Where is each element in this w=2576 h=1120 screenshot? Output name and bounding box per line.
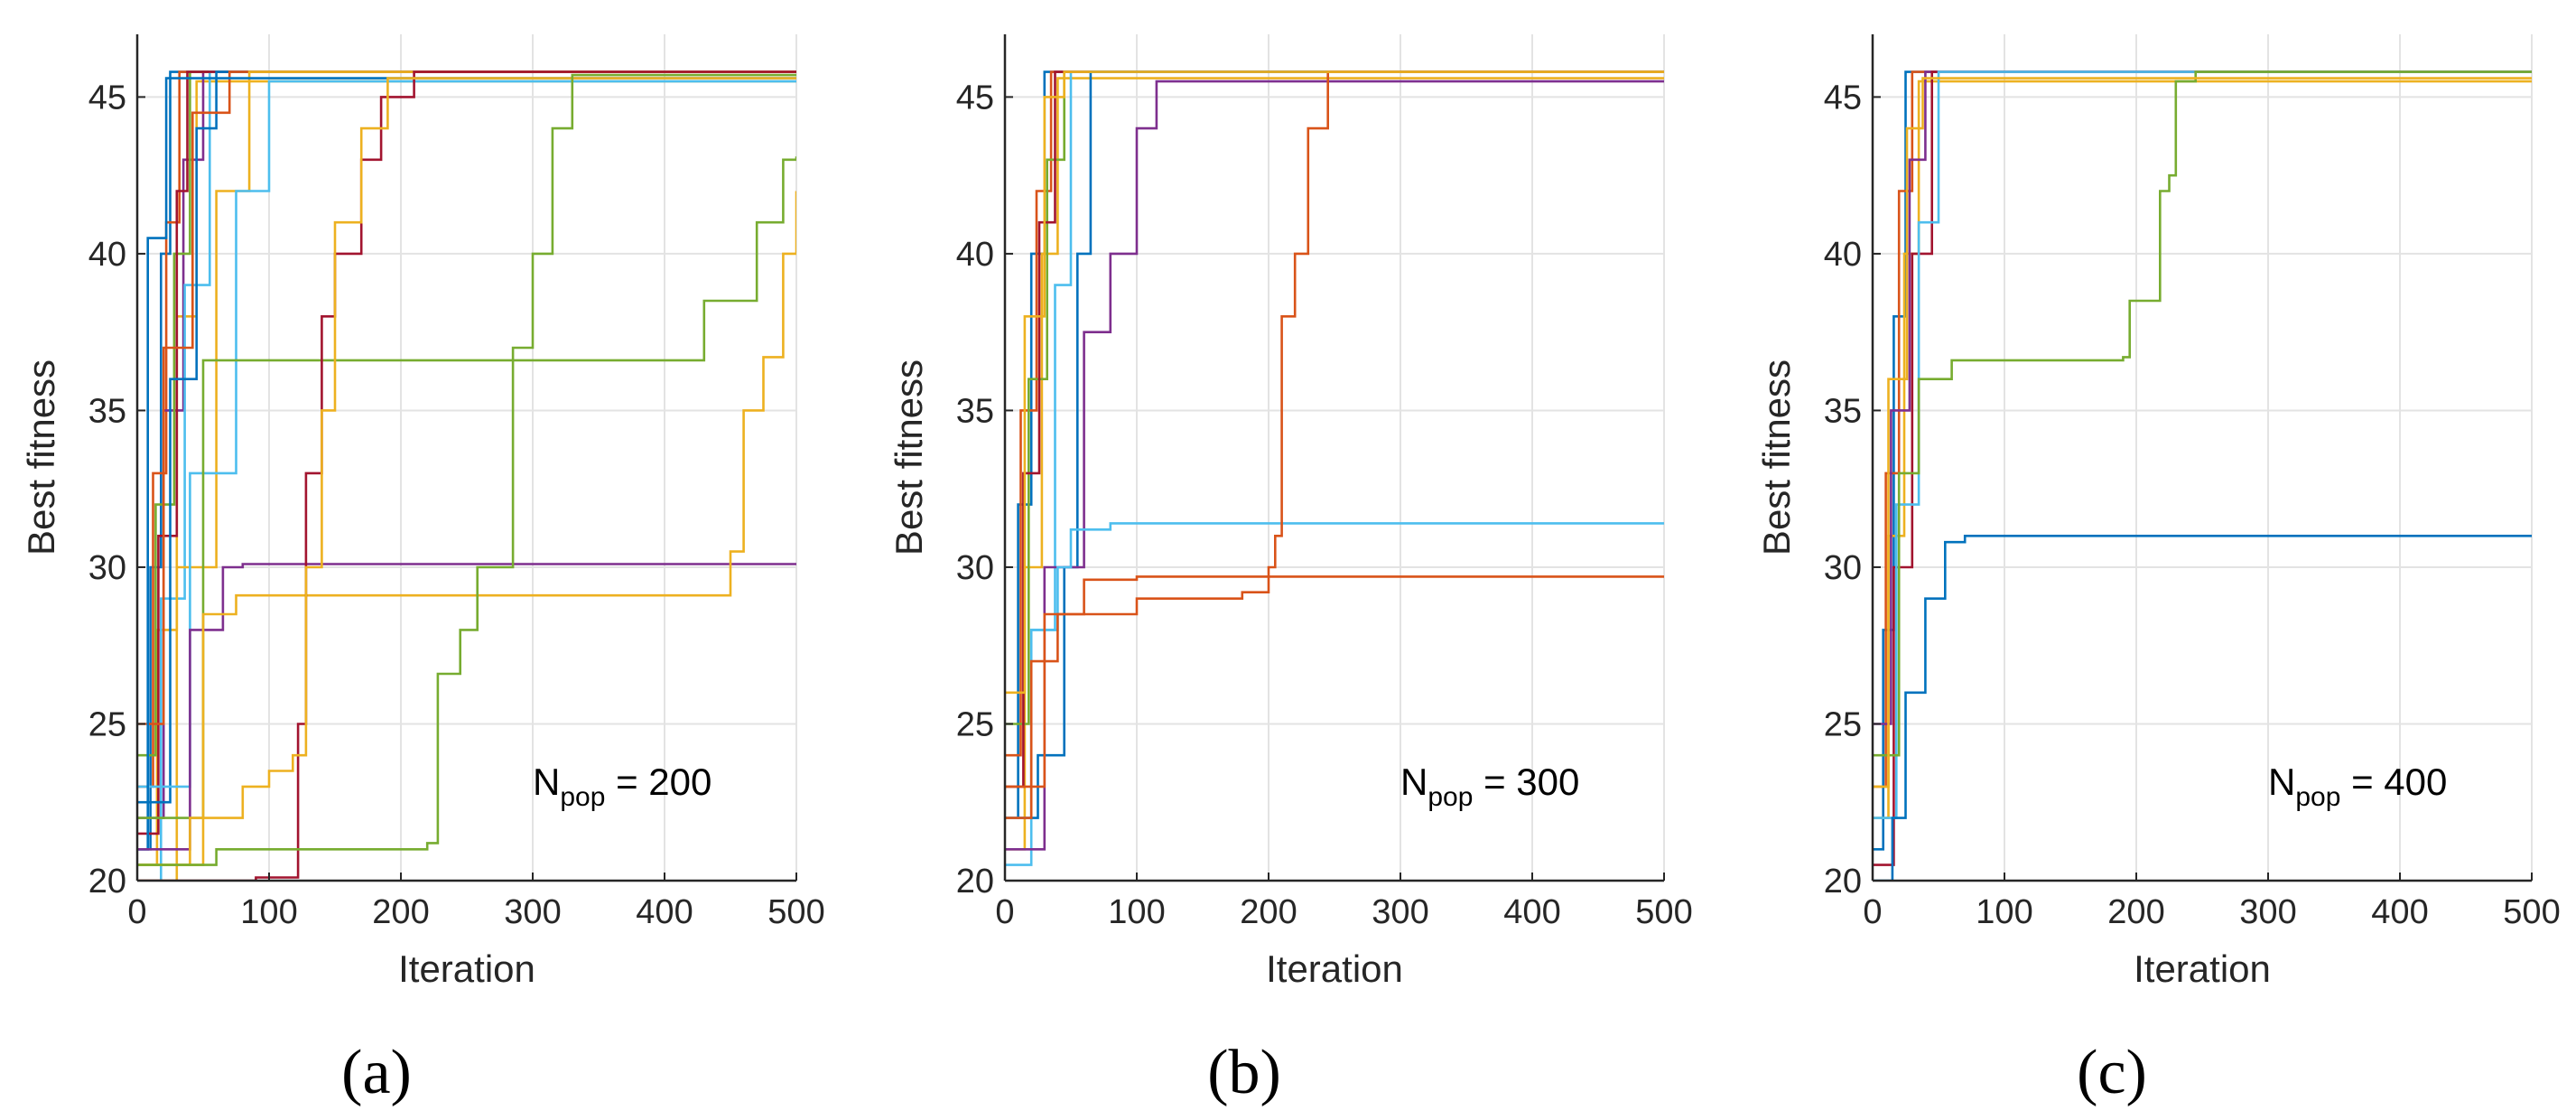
y-tick-label: 35 (1824, 392, 1862, 430)
series-line-run-12 (1005, 70, 1664, 695)
npop-annotation: Npop = 200 (533, 761, 711, 812)
panel-c: 0 100 200 300 400 500 20 25 30 35 40 45 Iteration Bes… (1755, 34, 2561, 1107)
y-tick-label: 20 (956, 863, 994, 901)
series-line-run-17 (137, 77, 796, 866)
npop-main: N (2268, 761, 2295, 803)
y-tick-label: 25 (1824, 705, 1862, 743)
plot-area (137, 34, 796, 881)
panel-a: 0 100 200 300 400 500 20 25 30 35 40 45 Iteration Bes… (20, 34, 825, 1107)
npop-value: = 200 (605, 761, 711, 803)
x-tick-label: 100 (240, 893, 297, 931)
x-tick-label: 400 (636, 893, 693, 931)
y-tick-label: 20 (1824, 863, 1862, 901)
npop-value: = 300 (1473, 761, 1579, 803)
x-tick-label: 400 (1503, 893, 1560, 931)
panel-b: 0 100 200 300 400 500 20 25 30 35 40 45 Iteration Bes… (888, 34, 1693, 1107)
series-line-run-13 (137, 156, 796, 819)
x-axis-title: Iteration (398, 947, 535, 990)
npop-value: = 400 (2340, 761, 2447, 803)
series-line-run-7 (137, 70, 796, 835)
series-line-run-3 (1005, 77, 1664, 851)
y-tick-label: 30 (956, 549, 994, 587)
series-line-run-8 (1873, 70, 2532, 757)
x-tick-label: 300 (2239, 893, 2296, 931)
npop-main: N (1400, 761, 1427, 803)
series-group (1005, 70, 1664, 866)
series-line-run-4 (137, 70, 796, 819)
y-tick-label: 45 (1824, 79, 1862, 117)
x-tick-label: 300 (1372, 893, 1428, 931)
npop-annotation: Npop = 400 (2268, 761, 2447, 812)
npop-subscript: pop (1427, 782, 1473, 812)
series-line-run-11 (1005, 70, 1664, 819)
y-tick-label: 35 (88, 392, 126, 430)
y-tick-label: 30 (88, 549, 126, 587)
x-tick-label: 500 (1635, 893, 1692, 931)
y-tick-label: 35 (956, 392, 994, 430)
series-line-run-15 (137, 191, 796, 866)
panel-label: (a) (341, 1038, 412, 1107)
y-tick-label: 45 (956, 79, 994, 117)
x-axis-title: Iteration (1266, 947, 1403, 990)
y-axis-title: Best fitness (20, 359, 62, 555)
panel-label: (b) (1207, 1038, 1281, 1107)
y-axis-title: Best fitness (888, 359, 930, 555)
npop-subscript: pop (560, 782, 605, 812)
series-line-run-16 (137, 70, 796, 881)
series-line-run-10 (137, 70, 796, 881)
x-axis-title: Iteration (2134, 947, 2271, 990)
series-line-run-5 (1005, 70, 1664, 866)
npop-annotation: Npop = 300 (1400, 761, 1579, 812)
x-tick-label: 0 (995, 893, 1014, 931)
y-tick-label: 25 (88, 705, 126, 743)
y-tick-label: 40 (1824, 236, 1862, 274)
series-group (1873, 70, 2532, 881)
x-tick-label: 200 (1240, 893, 1297, 931)
series-line-run-9 (1873, 77, 2532, 789)
x-tick-label: 0 (1863, 893, 1882, 931)
y-tick-label: 40 (88, 236, 126, 274)
x-tick-label: 200 (372, 893, 429, 931)
y-tick-label: 25 (956, 705, 994, 743)
series-line-run-10 (1005, 575, 1664, 789)
x-tick-label: 100 (1108, 893, 1165, 931)
series-line-run-6 (137, 70, 796, 881)
plot-area (1873, 34, 2532, 881)
y-tick-label: 40 (956, 236, 994, 274)
series-line-run-5 (1873, 70, 2532, 866)
panel-label: (c) (2077, 1038, 2147, 1107)
series-line-run-18 (137, 73, 796, 866)
x-tick-label: 100 (1976, 893, 2032, 931)
plot-area (1005, 34, 1664, 881)
series-line-run-6 (1873, 70, 2532, 819)
series-line-run-8 (137, 70, 796, 804)
x-tick-label: 500 (767, 893, 824, 931)
x-tick-label: 400 (2371, 893, 2428, 931)
x-tick-label: 0 (127, 893, 146, 931)
series-line-run-2 (1873, 70, 2532, 789)
series-group (137, 70, 796, 881)
series-line-run-14 (137, 563, 796, 851)
x-tick-label: 500 (2503, 893, 2560, 931)
x-tick-label: 200 (2107, 893, 2164, 931)
npop-main: N (533, 761, 560, 803)
y-tick-label: 45 (88, 79, 126, 117)
series-line-run-4 (1873, 70, 2532, 725)
y-tick-label: 20 (88, 863, 126, 901)
y-axis-title: Best fitness (1755, 359, 1798, 555)
series-line-run-2 (1005, 70, 1664, 757)
npop-subscript: pop (2295, 782, 2340, 812)
y-tick-label: 30 (1824, 549, 1862, 587)
series-line-run-7 (1873, 535, 2532, 881)
x-tick-label: 300 (504, 893, 561, 931)
